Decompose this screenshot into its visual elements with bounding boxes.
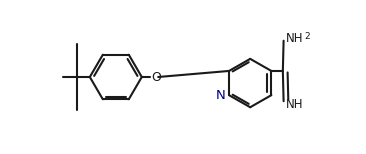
Text: NH: NH <box>285 98 303 111</box>
Text: O: O <box>151 71 161 83</box>
Text: 2: 2 <box>304 32 310 41</box>
Text: N: N <box>216 89 226 102</box>
Text: NH: NH <box>285 32 303 45</box>
